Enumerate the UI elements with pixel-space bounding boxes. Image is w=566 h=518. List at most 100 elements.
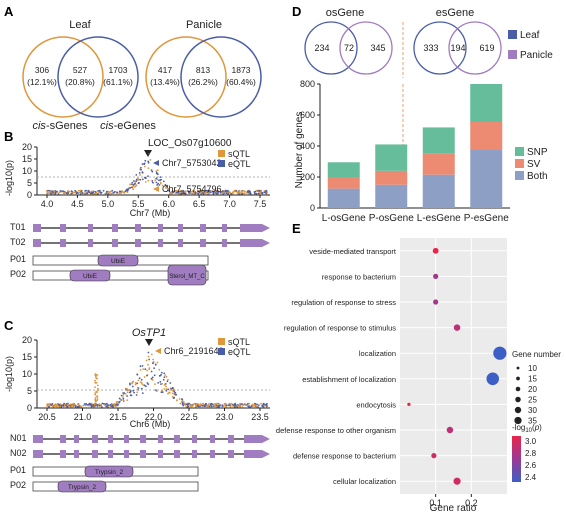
snp-point — [51, 405, 54, 408]
snp-point — [145, 359, 148, 362]
exon — [244, 435, 262, 443]
exon — [222, 224, 227, 232]
snp-point — [159, 380, 162, 383]
snp-point — [143, 384, 146, 387]
snp-point — [220, 404, 223, 407]
snp-point — [75, 192, 78, 195]
venn-leaf-e-circle — [57, 36, 139, 118]
y-tick-label: 10 — [22, 166, 32, 176]
legend-label: SV — [527, 159, 541, 170]
snp-point — [165, 385, 167, 388]
snp-point — [70, 405, 73, 408]
size-legend-dot — [515, 396, 521, 403]
snp-point — [148, 367, 151, 369]
snp-point — [92, 404, 94, 407]
snp-point — [252, 404, 254, 407]
snp-point — [96, 193, 99, 195]
panel-c-transcripts — [33, 435, 270, 458]
snp-point — [144, 181, 147, 183]
bar-both — [327, 188, 360, 208]
snp-point — [213, 190, 216, 193]
venn-osgene-left: 234 — [314, 43, 329, 53]
snp-point — [131, 382, 134, 385]
snp-point — [98, 404, 101, 407]
snp-point — [94, 396, 97, 399]
exon — [112, 224, 118, 232]
x-tick-label: P-esGene — [464, 213, 509, 224]
snp-point — [150, 353, 153, 356]
transcript-label: T02 — [10, 237, 26, 247]
snp-point — [163, 372, 166, 375]
snp-point — [176, 399, 178, 401]
snp-point — [133, 391, 136, 394]
snp-point — [129, 187, 132, 189]
snp-point — [59, 190, 62, 192]
snp-point — [147, 351, 150, 354]
snp-point — [147, 355, 150, 358]
snp-point — [137, 379, 140, 382]
panel-label-e: E — [292, 221, 301, 236]
snp-point — [226, 404, 228, 406]
snp-point — [134, 382, 137, 384]
snp-point — [52, 192, 55, 195]
snp-point — [233, 404, 236, 407]
snp-point — [129, 390, 132, 392]
snp-point — [77, 189, 80, 192]
term-label: localization — [359, 349, 396, 358]
venn-leaf-mid-pct: (20.8%) — [65, 77, 95, 87]
term-label: establishment of localization — [302, 375, 396, 384]
snp-point — [95, 381, 98, 384]
snp-point — [54, 191, 57, 194]
snp-point — [96, 405, 99, 407]
sqtl-arrow-icon — [153, 186, 159, 192]
color-legend-label: 2.4 — [525, 473, 537, 482]
snp-point — [258, 404, 261, 407]
exon — [60, 239, 66, 247]
snp-point — [170, 191, 173, 193]
snp-point — [171, 387, 174, 390]
venn-esgene-right: 619 — [479, 43, 494, 53]
exon — [174, 435, 180, 443]
snp-point — [205, 403, 207, 406]
snp-point — [156, 361, 159, 364]
triangle-marker-icon — [144, 150, 152, 157]
snp-point — [214, 403, 217, 406]
snp-point — [263, 404, 266, 407]
snp-point — [151, 379, 154, 381]
bar-snp — [375, 144, 408, 171]
transcript-label: N01 — [10, 433, 27, 443]
snp-point — [156, 178, 159, 181]
snp-point — [127, 188, 130, 191]
legend-panicle-label: Panicle — [520, 50, 553, 61]
venn-panicle-right-pct: (60.4%) — [226, 77, 256, 87]
snp-point — [211, 405, 213, 408]
snp-point — [238, 404, 241, 407]
panel-c-gene-models: N01 N02 P01 Trypsin_2 P02 Trypsin_2 — [10, 433, 270, 493]
legend-swatch — [515, 147, 524, 156]
panel-c-xlabel: Chr6 (Mb) — [130, 419, 171, 429]
snp-point — [98, 189, 101, 192]
cis-egenes-label: cis-eGenes — [100, 120, 156, 132]
exon — [158, 224, 163, 232]
snp-point — [224, 189, 227, 192]
snp-point — [120, 399, 122, 401]
snp-point — [256, 403, 259, 406]
legend-leaf-swatch — [508, 30, 517, 39]
snp-point — [57, 193, 60, 195]
snp-point — [201, 403, 204, 405]
venn-panicle-e-circle — [180, 36, 262, 118]
panel-d-venns: osGene 234 72 345 esGene 333 194 619 Lea… — [304, 7, 553, 78]
snp-point — [229, 404, 231, 406]
legend-eqtl-swatch — [218, 348, 225, 355]
snp-point — [208, 403, 210, 405]
venn-esgene-leaf-circle — [413, 21, 467, 75]
exon — [74, 450, 79, 458]
y-tick-label: 15 — [22, 154, 32, 164]
snp-point — [152, 361, 155, 363]
venn-panicle-left-count: 417 — [158, 65, 172, 75]
snp-point — [154, 383, 156, 385]
size-legend-label: 30 — [528, 406, 537, 415]
exon — [228, 450, 234, 458]
domain-label: Sterol_MT_C — [169, 274, 205, 280]
snp-point — [51, 403, 54, 405]
